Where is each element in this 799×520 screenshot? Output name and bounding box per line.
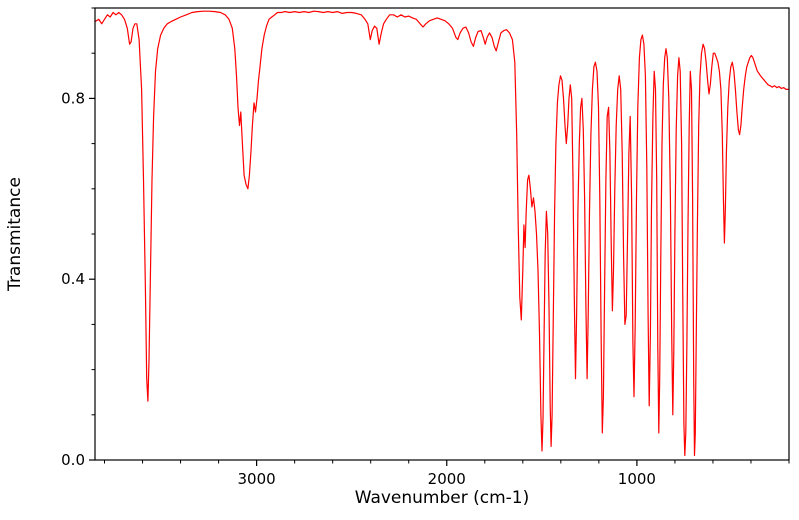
- x-tick-label: 3000: [238, 470, 276, 488]
- major-ticks: [89, 97, 638, 466]
- plot-frame: [94, 7, 790, 461]
- y-tick-label: 0.4: [61, 270, 85, 288]
- plot-area: [95, 8, 789, 460]
- spectrum-line: [94, 10, 790, 457]
- tick-labels: 3000 2000 1000 0.0 0.4 0.8: [61, 89, 656, 488]
- x-axis-label: Wavenumber (cm-1): [355, 488, 530, 508]
- x-tick-label: 1000: [618, 470, 656, 488]
- y-tick-label: 0.8: [61, 89, 85, 107]
- y-tick-label: 0.0: [61, 451, 85, 469]
- x-tick-label: 2000: [428, 470, 466, 488]
- y-axis-label: Transmitance: [5, 177, 25, 292]
